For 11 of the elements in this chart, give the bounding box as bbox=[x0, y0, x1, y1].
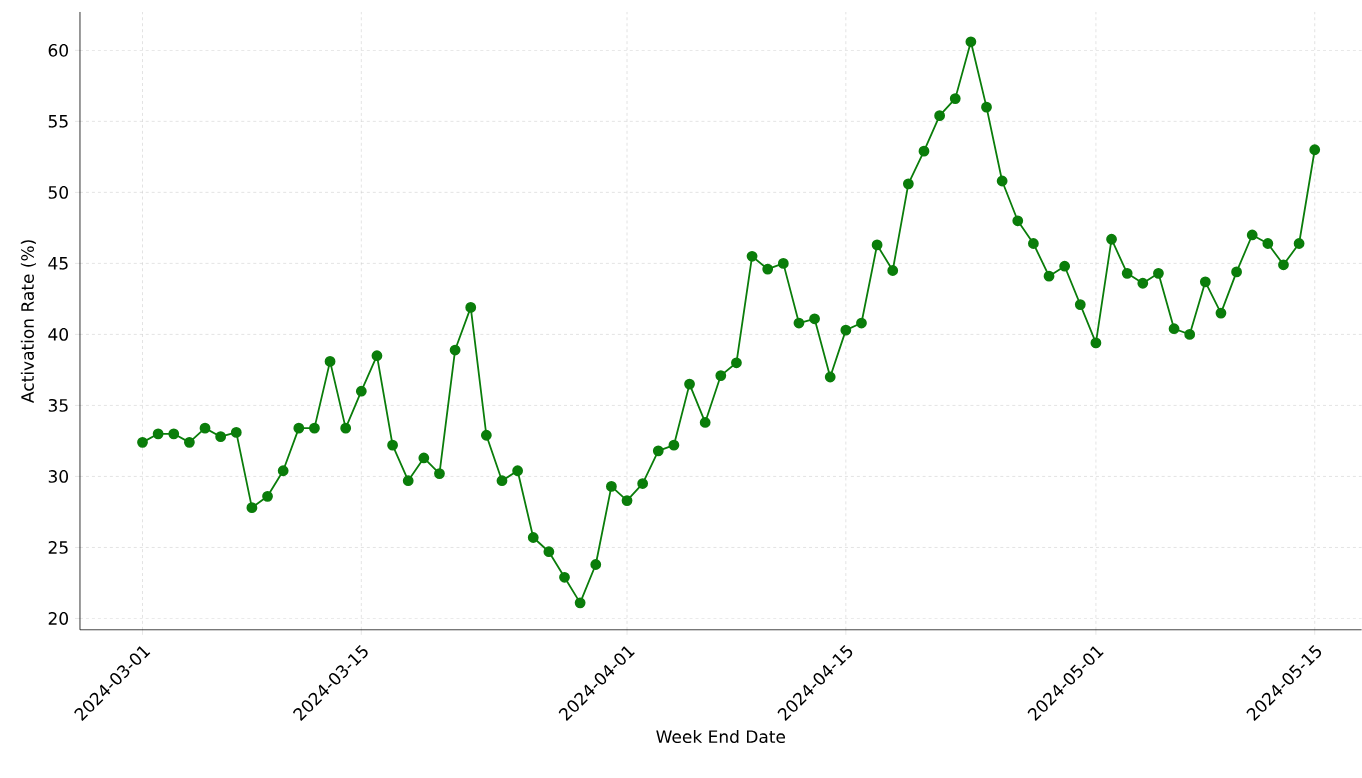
y-tick-label: 50 bbox=[48, 186, 68, 199]
y-tick-label: 20 bbox=[48, 612, 68, 625]
y-tick-label: 30 bbox=[48, 470, 68, 483]
y-tick-label: 40 bbox=[48, 328, 68, 341]
y-tick-label: 45 bbox=[48, 257, 68, 270]
y-tick-label: 25 bbox=[48, 541, 68, 554]
y-tick-label: 35 bbox=[48, 399, 68, 412]
y-axis-title: Activation Rate (%) bbox=[20, 240, 36, 403]
y-tick-label: 60 bbox=[48, 43, 68, 57]
x-axis-title: Week End Date bbox=[656, 730, 786, 744]
y-tick-label: 55 bbox=[48, 115, 68, 128]
